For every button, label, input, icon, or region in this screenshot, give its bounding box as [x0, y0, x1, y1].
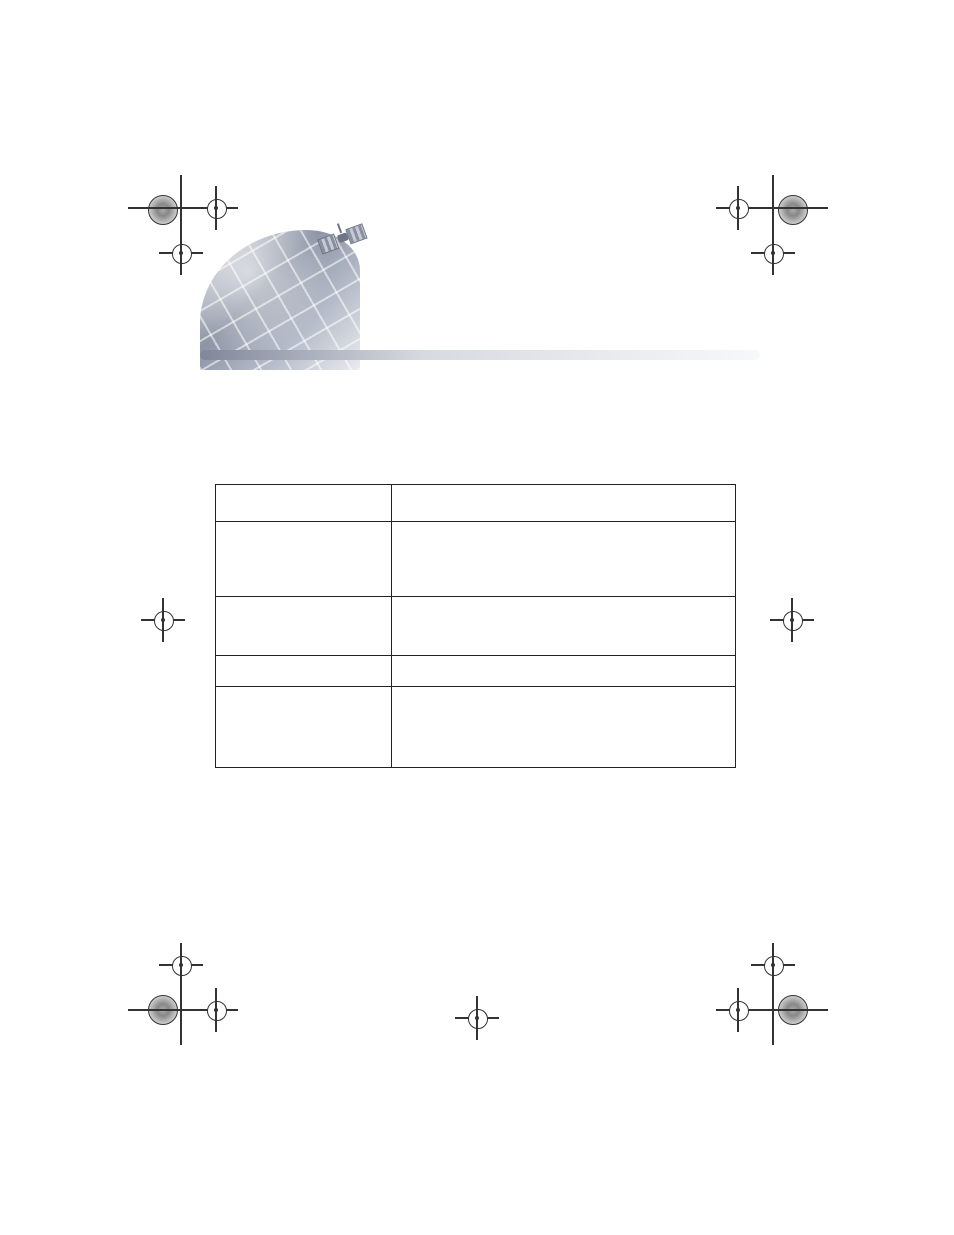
crop-rule [180, 175, 182, 235]
crop-rule [756, 1009, 828, 1011]
page-root [0, 0, 954, 1235]
cell [392, 522, 736, 597]
spec-table [215, 484, 736, 768]
crop-rule [180, 985, 182, 1045]
cell [216, 485, 392, 522]
cell [216, 522, 392, 597]
table-row [216, 687, 736, 768]
cell [216, 656, 392, 687]
reg-circle-tr [778, 195, 808, 225]
crop-rule [756, 207, 828, 209]
cell [392, 597, 736, 656]
header-divider [200, 350, 760, 360]
table-row [216, 522, 736, 597]
crop-rule [772, 985, 774, 1045]
crop-rule [128, 207, 200, 209]
cell [216, 687, 392, 768]
cell [392, 656, 736, 687]
table-row [216, 656, 736, 687]
table-row [216, 597, 736, 656]
cell [392, 687, 736, 768]
cell [216, 597, 392, 656]
cell [392, 485, 736, 522]
crop-rule [772, 175, 774, 235]
reg-circle-tl [148, 195, 178, 225]
table-row [216, 485, 736, 522]
crop-rule [128, 1009, 200, 1011]
